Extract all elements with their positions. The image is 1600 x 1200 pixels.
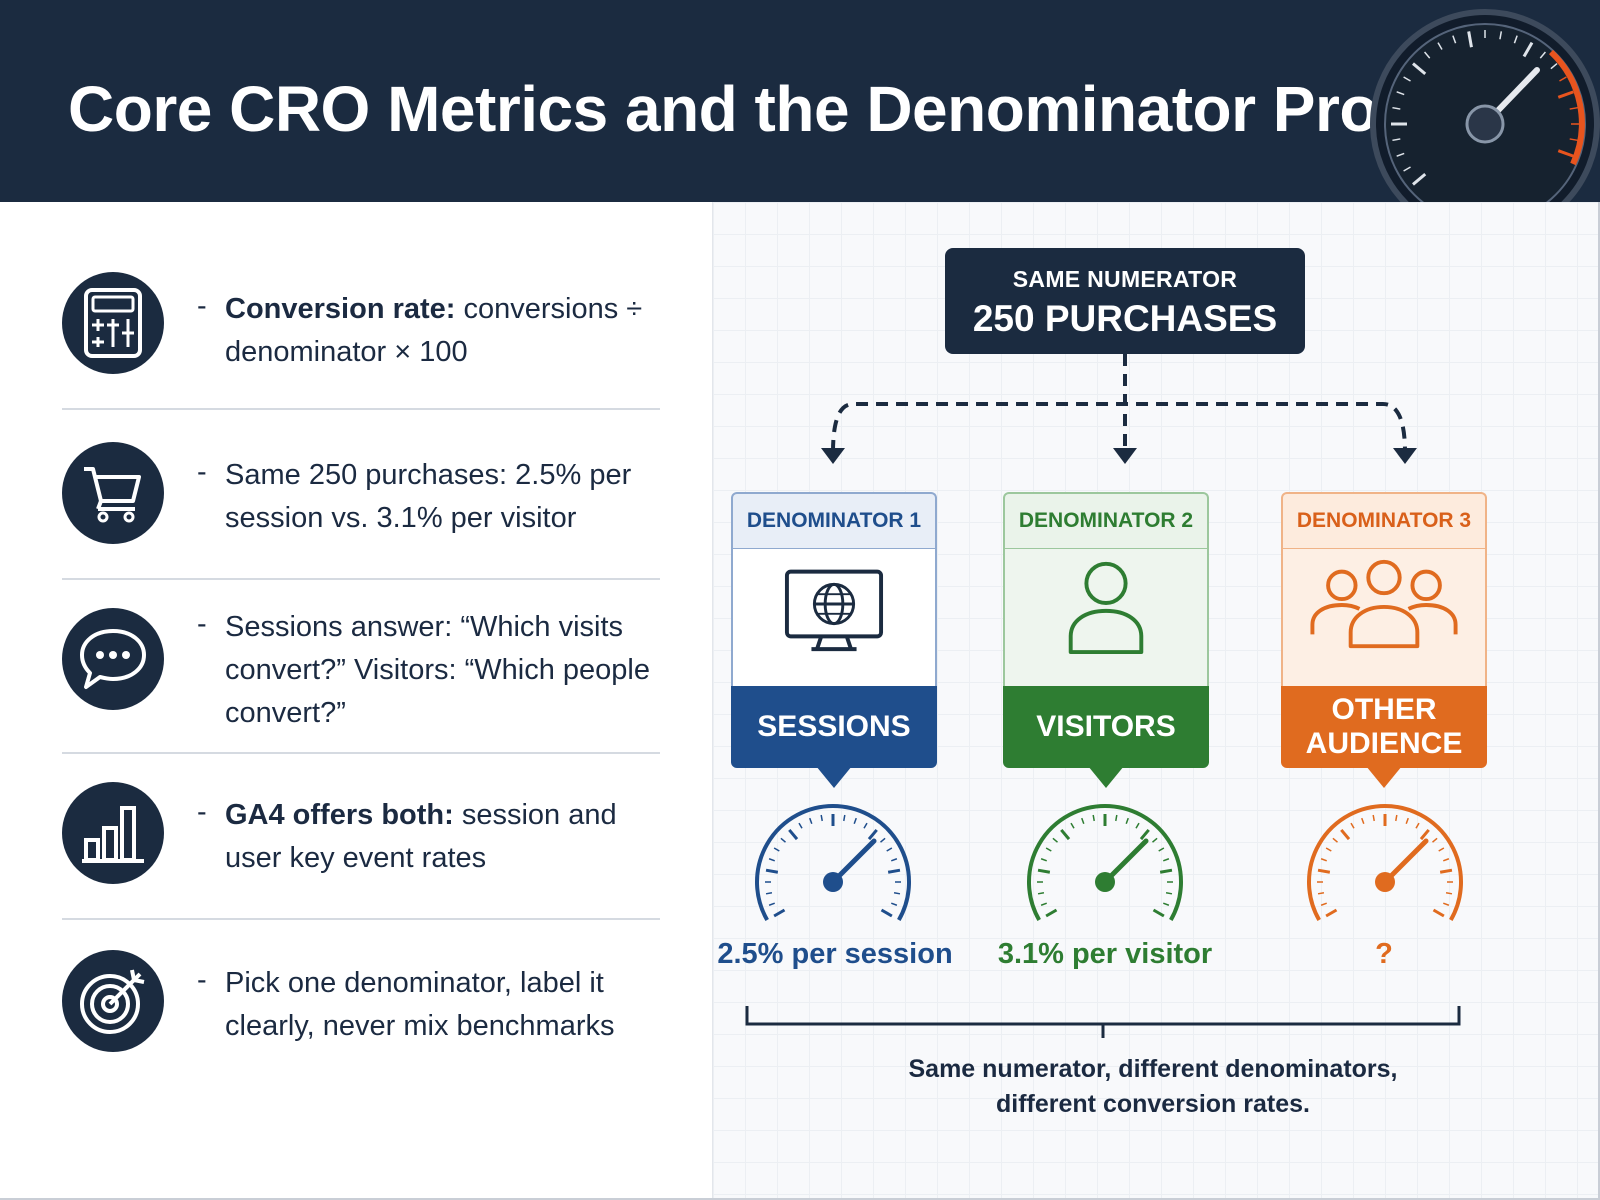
header-banner: Core CRO Metrics and the Denominator Pro… <box>0 0 1600 202</box>
list-item-text: Same 250 purchases: 2.5% per session vs.… <box>225 459 632 534</box>
shopping-cart-icon <box>62 442 164 544</box>
page-title: Core CRO Metrics and the Denominator Pro… <box>68 73 1526 145</box>
monitor-globe-icon <box>784 569 884 652</box>
target-icon <box>62 950 164 1052</box>
card-header: DENOMINATOR 3 <box>1281 492 1487 548</box>
calculator-icon <box>62 272 164 374</box>
list-item-text: Pick one denominator, label it clearly, … <box>225 967 615 1042</box>
speedometer-icon <box>1370 9 1600 202</box>
card-label: OTHER AUDIENCE <box>1281 686 1487 768</box>
diagram-caption: Same numerator, different denominators, … <box>908 1055 1398 1118</box>
gauge-3 <box>1307 804 1463 921</box>
denominator-card-other-audience: DENOMINATOR 3 OTHER AUDIENCE <box>1281 492 1487 788</box>
left-column: - Conversion rate: conversions ÷ denomin… <box>0 202 708 1198</box>
divider <box>62 752 660 754</box>
divider <box>62 918 660 920</box>
divider <box>62 578 660 580</box>
denominator-diagram: SAME NUMERATOR 250 PURCHASES DENOMINATOR… <box>712 202 1598 1198</box>
gauge-2 <box>1027 804 1183 921</box>
numerator-value: 250 PURCHASES <box>972 298 1278 339</box>
numerator-box: SAME NUMERATOR 250 PURCHASES <box>945 248 1305 354</box>
card-label: SESSIONS <box>731 686 937 768</box>
list-item-text: Conversion rate: conversions ÷ denominat… <box>225 293 643 368</box>
chat-bubble-icon <box>62 608 164 710</box>
list-item-text: GA4 offers both: session and user key ev… <box>225 799 617 874</box>
denominator-card-sessions: DENOMINATOR 1 SESSIONS <box>731 492 937 788</box>
rate-visitors: 3.1% per visitor <box>997 938 1213 970</box>
person-icon <box>1068 561 1144 655</box>
numerator-label: SAME NUMERATOR <box>1012 266 1238 292</box>
gauge-1 <box>755 804 911 921</box>
denominator-card-visitors: DENOMINATOR 2 VISITORS <box>1003 492 1209 788</box>
connector-lines <box>745 354 1461 1038</box>
rate-sessions: 2.5% per session <box>717 938 953 970</box>
gauge-layer <box>755 804 1463 921</box>
rate-other-audience: ? <box>1375 938 1393 970</box>
bar-chart-icon <box>62 782 164 884</box>
card-header: DENOMINATOR 2 <box>1003 492 1209 548</box>
divider <box>62 408 660 410</box>
card-label: VISITORS <box>1003 686 1209 768</box>
list-item-text: Sessions answer: “Which visits convert?”… <box>225 611 650 729</box>
group-icon <box>1310 559 1458 649</box>
card-header: DENOMINATOR 1 <box>731 492 937 548</box>
